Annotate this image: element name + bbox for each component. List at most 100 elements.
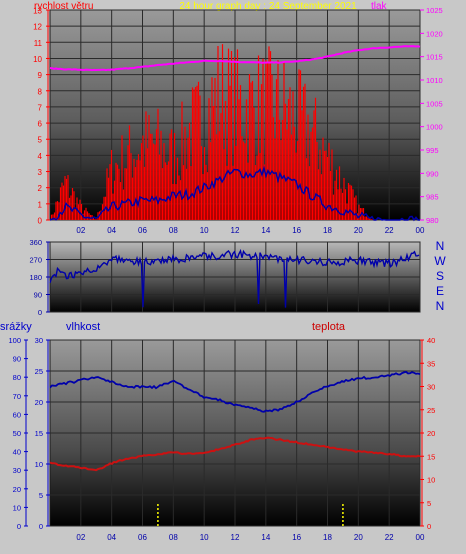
- wind-x-tick-label: 18: [323, 226, 332, 235]
- wind-tick-label: 9: [38, 71, 43, 80]
- humidity-line: [49, 370, 421, 413]
- direction-tick-label: 180: [29, 273, 42, 282]
- rain-tick-label: 50: [13, 429, 21, 438]
- pressure-tick-label: 1005: [426, 99, 443, 108]
- chart-title: 24 hour graph day : 24 September 2021: [179, 1, 357, 12]
- temperature-tick-label: 15: [427, 452, 435, 461]
- temperature-tick-label: 10: [427, 476, 435, 485]
- pressure-axis-label: tlak: [371, 1, 388, 12]
- wind-tick-label: 4: [38, 152, 43, 161]
- wind-x-tick-label: 14: [261, 226, 270, 235]
- wind-x-tick-label: 16: [292, 226, 301, 235]
- temperature-tick-label: 5: [427, 499, 431, 508]
- wind-tick-label: 5: [38, 136, 43, 145]
- compass-label: S: [436, 269, 444, 283]
- wind-tick-label: 8: [38, 87, 43, 96]
- humidity-tick-label: 30: [35, 336, 43, 345]
- wind-x-tick-label: 02: [76, 226, 85, 235]
- wind-tick-label: 2: [38, 184, 43, 193]
- compass-label: E: [436, 284, 444, 298]
- humidity-tick-label: 20: [35, 398, 43, 407]
- wind-x-tick-label: 22: [385, 226, 394, 235]
- direction-tick-label: 0: [38, 308, 42, 317]
- wind-tick-label: 6: [38, 120, 43, 129]
- humidity-tick-label: 10: [35, 460, 43, 469]
- temperature-tick-label: 35: [427, 359, 435, 368]
- humidity-temperature-series: [49, 370, 421, 472]
- humidity-x-tick-label: 10: [200, 533, 209, 542]
- compass-label: N: [436, 299, 445, 313]
- humidity-x-tick-label: 16: [292, 533, 301, 542]
- rain-tick-label: 60: [13, 410, 21, 419]
- direction-y-ticks: 0 90 180 270 360: [29, 238, 50, 317]
- rain-tick-label: 90: [13, 355, 21, 364]
- rain-tick-label: 80: [13, 373, 21, 382]
- humidity-x-ticks: 02 04 06 08 10 12 14 16 18 20 22 00: [76, 533, 425, 542]
- wind-tick-label: 12: [33, 23, 42, 32]
- temperature-tick-label: 25: [427, 406, 435, 415]
- wind-x-tick-label: 10: [200, 226, 209, 235]
- wind-pressure-panel: 24 hour graph day : 24 September 2021 ry…: [33, 1, 443, 235]
- pressure-y-ticks: 980 985 990 995 1000 1005 1010 1015 1020 1025: [420, 6, 443, 225]
- humidity-x-tick-label: 14: [261, 533, 270, 542]
- rain-y-ticks: 0 10 20 30 40 50 60 70 80 90 100: [8, 336, 28, 531]
- pressure-tick-label: 1000: [426, 123, 443, 132]
- rain-axis-label: srážky: [0, 321, 32, 333]
- pressure-tick-label: 1015: [426, 53, 443, 62]
- humidity-tick-label: 0: [39, 522, 43, 531]
- pressure-tick-label: 1020: [426, 29, 443, 38]
- direction-series: [49, 248, 420, 308]
- temperature-line: [49, 436, 421, 472]
- wind-axis-label: rychlost větru: [34, 1, 93, 12]
- temperature-tick-label: 0: [427, 522, 431, 531]
- wind-tick-label: 3: [38, 168, 43, 177]
- wind-x-tick-label: 04: [107, 226, 116, 235]
- humidity-tick-label: 25: [35, 367, 43, 376]
- wind-tick-label: 13: [33, 7, 42, 16]
- wind-tick-label: 7: [38, 103, 43, 112]
- humidity-x-tick-label: 00: [416, 533, 425, 542]
- humidity-x-tick-label: 18: [323, 533, 332, 542]
- wind-x-ticks: 02 04 06 08 10 12 14 16 18 20 22 00: [76, 226, 425, 235]
- humidity-tick-label: 5: [39, 491, 43, 500]
- pressure-tick-label: 980: [426, 216, 439, 225]
- direction-tick-label: 90: [34, 291, 42, 300]
- direction-line: [49, 248, 420, 308]
- wind-x-tick-label: 20: [354, 226, 363, 235]
- wind-tick-label: 1: [38, 200, 43, 209]
- wind-series: [49, 44, 420, 222]
- pressure-line: [49, 45, 421, 72]
- humidity-grid: [50, 339, 421, 527]
- humidity-axis-label: vlhkost: [66, 321, 100, 333]
- rain-tick-label: 0: [17, 522, 21, 531]
- humidity-x-tick-label: 22: [385, 533, 394, 542]
- compass-label: N: [436, 239, 445, 253]
- temperature-tick-label: 20: [427, 429, 435, 438]
- humidity-tick-label: 15: [35, 429, 43, 438]
- humidity-x-tick-label: 06: [138, 533, 147, 542]
- humidity-x-tick-label: 12: [231, 533, 240, 542]
- direction-tick-label: 360: [29, 238, 42, 247]
- pressure-tick-label: 990: [426, 169, 439, 178]
- pressure-series: [49, 45, 421, 72]
- wind-x-tick-label: 12: [231, 226, 240, 235]
- rain-tick-label: 10: [13, 503, 21, 512]
- wind-x-tick-label: 06: [138, 226, 147, 235]
- humidity-temperature-panel: srážky vlhkost teplota 01020304050607080…: [0, 321, 435, 542]
- pressure-tick-label: 985: [426, 193, 439, 202]
- pressure-tick-label: 995: [426, 146, 439, 155]
- wind-x-tick-label: 08: [169, 226, 178, 235]
- humidity-x-tick-label: 20: [354, 533, 363, 542]
- pressure-tick-label: 1025: [426, 6, 443, 15]
- humidity-x-tick-label: 02: [76, 533, 85, 542]
- compass-label: W: [434, 254, 446, 268]
- humidity-x-tick-label: 04: [107, 533, 116, 542]
- temperature-tick-label: 40: [427, 336, 435, 345]
- rain-tick-label: 30: [13, 466, 21, 475]
- pressure-tick-label: 1010: [426, 76, 443, 85]
